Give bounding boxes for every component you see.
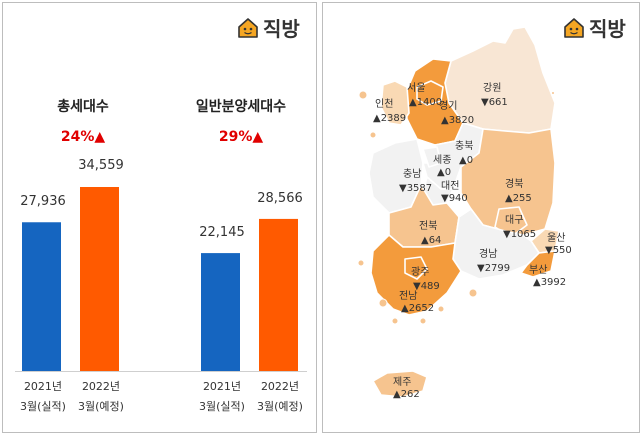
value-label-general-2021: 22,145 <box>199 225 245 240</box>
region-name-울산: 울산 <box>547 232 565 244</box>
region-name-광주: 광주 <box>411 266 429 278</box>
value-label-general-2022: 28,566 <box>257 191 303 206</box>
region-name-강원: 강원 <box>483 82 501 94</box>
island-0 <box>358 90 368 100</box>
brand-logo: 직방 <box>563 13 626 42</box>
region-value-제주: ▲262 <box>393 389 420 400</box>
region-value-부산: ▲3992 <box>533 277 566 288</box>
region-name-부산: 부산 <box>529 264 547 276</box>
region-value-세종: ▲0 <box>437 167 451 178</box>
region-name-충북: 충북 <box>455 140 473 152</box>
region-세종 <box>422 146 442 168</box>
region-name-제주: 제주 <box>393 376 411 388</box>
brand-logo-text: 직방 <box>589 17 626 41</box>
island-8 <box>551 91 555 95</box>
value-label-total-2022: 34,559 <box>78 158 124 173</box>
region-광주 <box>404 256 428 280</box>
x-tick-label: 2021년 3월(실적) <box>20 380 66 413</box>
region-name-대구: 대구 <box>505 214 523 226</box>
island-1 <box>369 131 377 139</box>
region-인천 <box>380 80 410 126</box>
chart-title-total: 총세대수 <box>57 99 109 115</box>
island-3 <box>378 298 388 308</box>
region-서울 <box>416 80 444 106</box>
region-경남 <box>452 208 540 280</box>
bar-general-2021 <box>201 253 240 371</box>
region-value-전남: ▲2652 <box>401 303 434 314</box>
island-4 <box>391 317 399 325</box>
brand-logo: 직방 <box>237 13 300 42</box>
region-충북 <box>422 122 484 190</box>
region-부산 <box>520 250 556 278</box>
island-5 <box>419 317 427 325</box>
region-value-경기: ▲3820 <box>441 115 474 126</box>
x-tick-label: 2022년 3월(예정) <box>257 380 303 413</box>
region-value-인천: ▲2389 <box>373 113 406 124</box>
region-value-전북: ▲64 <box>421 235 441 246</box>
region-value-충남: ▼3587 <box>399 183 432 194</box>
region-name-세종: 세종 <box>433 154 451 166</box>
region-name-충남: 충남 <box>403 168 421 180</box>
x-tick-label: 2021년 3월(실적) <box>199 380 245 413</box>
region-value-대구: ▼1065 <box>503 229 536 240</box>
region-value-경북: ▲255 <box>505 193 532 204</box>
house-face-icon <box>564 17 584 38</box>
region-name-경기: 경기 <box>439 99 457 112</box>
region-value-울산: ▼550 <box>545 245 572 256</box>
region-value-강원: ▼661 <box>481 97 508 108</box>
region-value-서울: ▲1400 <box>409 97 442 108</box>
chart-change-general: 29%▲ <box>218 129 264 145</box>
island-2 <box>357 259 365 267</box>
chart-change-total: 24%▲ <box>60 129 106 145</box>
region-제주 <box>372 370 428 398</box>
bar-chart-svg <box>15 187 307 372</box>
island-7 <box>468 288 478 298</box>
x-tick-label: 2022년 3월(예정) <box>78 380 124 413</box>
region-value-충북: ▲0 <box>459 155 473 166</box>
map-panel: 직방 서울 ▲1400 경기 ▲3820 인천 ▲2389 강원 ▼661 충북 ▲0 세종 ▲0 충남… <box>322 2 640 433</box>
region-name-전남: 전남 <box>399 290 417 302</box>
region-대구 <box>494 206 528 238</box>
house-face-icon <box>238 17 258 38</box>
region-name-전북: 전북 <box>419 220 437 232</box>
chart-title-general: 일반분양세대수 <box>195 99 287 115</box>
bar-total-2022 <box>80 187 119 371</box>
region-name-대전: 대전 <box>441 180 459 192</box>
island-6 <box>437 305 445 313</box>
value-label-total-2021: 27,936 <box>20 194 66 209</box>
bar-chart-panel: 직방 총세대수 24%▲ 일반분양세대수 29%▲ 27,936 34,559 … <box>2 2 317 433</box>
korea-map: 서울▲1400경기▲3820인천▲2389강원▼661충북▲0세종▲0충남▼35… <box>357 26 572 400</box>
region-value-광주: ▼489 <box>413 281 440 292</box>
bar-general-2022 <box>259 218 298 371</box>
region-name-경남: 경남 <box>479 247 497 260</box>
region-name-인천: 인천 <box>375 98 393 110</box>
region-value-경남: ▼2799 <box>477 263 510 274</box>
bar-total-2021 <box>22 222 61 371</box>
region-value-대전: ▼940 <box>441 193 468 204</box>
region-name-서울: 서울 <box>407 82 425 94</box>
brand-logo-text: 직방 <box>263 17 300 41</box>
region-name-경북: 경북 <box>505 177 523 190</box>
